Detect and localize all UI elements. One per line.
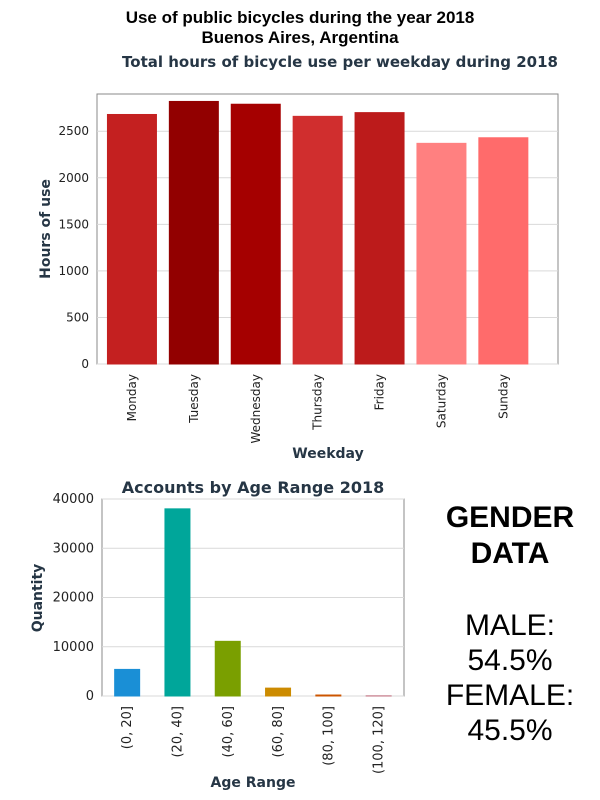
c2-x-tick-label: (40, 60] xyxy=(221,706,236,758)
c1-y-tick-label: 1500 xyxy=(58,217,89,231)
male-value: 54.5% xyxy=(467,644,553,677)
c1-x-tick-label: Tuesday xyxy=(187,374,201,424)
c1-bar xyxy=(230,103,281,365)
main-title-line1: Use of public bicycles during the year 2… xyxy=(125,8,475,27)
age-y-axis-label: Quantity xyxy=(30,564,46,633)
c2-x-tick-label: (100, 120] xyxy=(372,706,387,774)
age-range-bar-chart: Accounts by Age Range 2018 0 10000 20000 30… xyxy=(30,478,405,791)
c2-bar xyxy=(214,640,241,697)
gender-data-panel: GENDER DATA MALE: 54.5% FEMALE: 45.5% xyxy=(418,500,600,748)
c2-x-tick-label: (80, 100] xyxy=(321,706,336,766)
male-label: MALE: xyxy=(464,609,556,642)
c2-bar xyxy=(315,694,342,697)
c1-bar xyxy=(292,115,343,365)
c1-x-tick-label: Friday xyxy=(373,374,387,410)
weekday-bar-chart: 0 500 1000 1500 2000 2500 Monday Tuesday Wednes… xyxy=(38,93,559,462)
c2-bar xyxy=(114,668,141,697)
c2-y-tick-label: 10000 xyxy=(53,640,94,655)
c1-bar xyxy=(478,137,529,365)
gender-heading-line1: GENDER xyxy=(445,501,575,534)
c2-x-tick-label: (20, 40] xyxy=(170,706,185,758)
c1-x-tick-label: Saturday xyxy=(434,374,448,428)
c2-bar xyxy=(164,508,191,697)
c1-y-tick-label: 0 xyxy=(81,357,89,371)
gender-heading-line2: DATA xyxy=(470,537,550,570)
main-title-line2: Buenos Aires, Argentina xyxy=(201,28,399,47)
c1-bar xyxy=(168,100,219,365)
female-value: 45.5% xyxy=(467,714,553,747)
female-label: FEMALE: xyxy=(445,679,575,712)
weekday-y-axis-label: Hours of use xyxy=(38,179,54,279)
c1-x-tick-label: Monday xyxy=(125,374,139,421)
c2-y-tick-label: 20000 xyxy=(53,591,94,606)
c1-y-tick-label: 500 xyxy=(66,310,89,324)
c1-bar xyxy=(354,112,405,365)
c1-y-tick-label: 1000 xyxy=(58,264,89,278)
c2-bar xyxy=(265,687,292,697)
c1-bar xyxy=(106,113,157,365)
c2-x-tick-label: (60, 80] xyxy=(271,706,286,758)
weekday-x-axis-label: Weekday xyxy=(292,446,363,462)
c1-x-tick-label: Wednesday xyxy=(249,374,263,443)
weekday-chart-title: Total hours of bicycle use per weekday d… xyxy=(122,53,558,71)
age-chart-title: Accounts by Age Range 2018 xyxy=(122,478,385,497)
c2-y-tick-label: 40000 xyxy=(53,492,94,507)
c1-bar xyxy=(416,142,467,365)
c1-y-tick-label: 2000 xyxy=(58,171,89,185)
age-x-axis-label: Age Range xyxy=(211,775,296,791)
c1-y-tick-label: 2500 xyxy=(58,124,89,138)
c1-x-tick-label: Thursday xyxy=(311,374,325,431)
c2-x-tick-label: (0, 20] xyxy=(120,706,135,749)
c2-y-tick-label: 30000 xyxy=(53,541,94,556)
c2-y-tick-label: 0 xyxy=(86,689,94,704)
c1-x-tick-label: Sunday xyxy=(496,374,510,419)
